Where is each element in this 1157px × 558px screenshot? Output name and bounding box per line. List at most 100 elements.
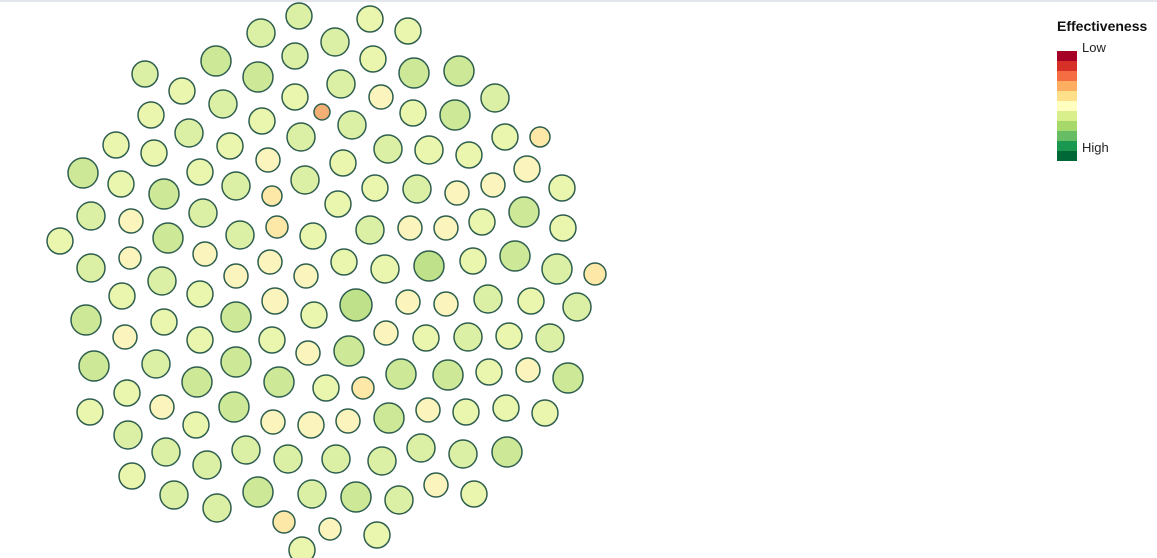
bubble-17[interactable] xyxy=(368,84,394,110)
bubble-126[interactable] xyxy=(531,399,559,427)
bubble-82[interactable] xyxy=(395,289,421,315)
bubble-117[interactable] xyxy=(76,398,104,426)
bubble-46[interactable] xyxy=(402,174,432,204)
bubble-44[interactable] xyxy=(290,165,320,195)
bubble-40[interactable] xyxy=(107,170,135,198)
bubble-27[interactable] xyxy=(337,110,367,140)
bubble-140[interactable] xyxy=(242,476,274,508)
bubble-8[interactable] xyxy=(320,27,350,57)
bubble-2[interactable] xyxy=(246,18,276,48)
bubble-107[interactable] xyxy=(475,358,503,386)
bubble-52[interactable] xyxy=(188,198,218,228)
bubble-56[interactable] xyxy=(46,227,74,255)
bubble-18[interactable] xyxy=(313,103,331,121)
bubble-145[interactable] xyxy=(460,480,488,508)
bubble-142[interactable] xyxy=(340,481,372,513)
bubble-16[interactable] xyxy=(326,69,356,99)
bubble-96[interactable] xyxy=(412,324,440,352)
bubble-76[interactable] xyxy=(583,262,607,286)
bubble-43[interactable] xyxy=(261,185,283,207)
bubble-94[interactable] xyxy=(258,326,286,354)
bubble-89[interactable] xyxy=(220,301,252,333)
bubble-10[interactable] xyxy=(398,57,430,89)
bubble-34[interactable] xyxy=(491,123,519,151)
bubble-5[interactable] xyxy=(200,45,232,77)
bubble-19[interactable] xyxy=(480,83,510,113)
bubble-57[interactable] xyxy=(152,222,184,254)
bubble-75[interactable] xyxy=(541,253,573,285)
bubble-55[interactable] xyxy=(265,215,289,239)
bubble-120[interactable] xyxy=(297,411,325,439)
bubble-13[interactable] xyxy=(168,77,196,105)
bubble-50[interactable] xyxy=(76,201,106,231)
bubble-84[interactable] xyxy=(473,284,503,314)
bubble-9[interactable] xyxy=(359,45,387,73)
bubble-66[interactable] xyxy=(118,246,142,270)
bubble-115[interactable] xyxy=(149,394,175,420)
bubble-42[interactable] xyxy=(221,171,251,201)
bubble-79[interactable] xyxy=(186,280,214,308)
bubble-101[interactable] xyxy=(141,349,171,379)
bubble-99[interactable] xyxy=(535,323,565,353)
bubble-83[interactable] xyxy=(433,291,459,317)
bubble-119[interactable] xyxy=(260,409,286,435)
bubble-1[interactable] xyxy=(285,2,313,30)
bubble-132[interactable] xyxy=(321,444,351,474)
bubble-53[interactable] xyxy=(324,190,352,218)
bubble-125[interactable] xyxy=(492,394,520,422)
bubble-65[interactable] xyxy=(76,253,106,283)
bubble-128[interactable] xyxy=(151,437,181,467)
bubble-110[interactable] xyxy=(113,379,141,407)
bubble-92[interactable] xyxy=(112,324,138,350)
bubble-20[interactable] xyxy=(137,101,165,129)
bubble-124[interactable] xyxy=(452,398,480,426)
bubble-58[interactable] xyxy=(225,220,255,250)
bubble-111[interactable] xyxy=(181,366,213,398)
bubble-80[interactable] xyxy=(223,263,249,289)
bubble-21[interactable] xyxy=(248,107,276,135)
bubble-39[interactable] xyxy=(513,155,541,183)
bubble-71[interactable] xyxy=(370,254,400,284)
bubble-102[interactable] xyxy=(220,346,252,378)
bubble-31[interactable] xyxy=(373,134,403,164)
bubble-149[interactable] xyxy=(288,536,316,558)
bubble-127[interactable] xyxy=(113,420,143,450)
bubble-105[interactable] xyxy=(385,358,417,390)
bubble-35[interactable] xyxy=(529,126,551,148)
bubble-137[interactable] xyxy=(118,462,146,490)
bubble-104[interactable] xyxy=(333,335,365,367)
bubble-131[interactable] xyxy=(273,444,303,474)
bubble-32[interactable] xyxy=(414,135,444,165)
bubble-59[interactable] xyxy=(299,222,327,250)
bubble-47[interactable] xyxy=(444,180,470,206)
bubble-51[interactable] xyxy=(118,208,144,234)
bubble-85[interactable] xyxy=(517,287,545,315)
bubble-112[interactable] xyxy=(263,366,295,398)
bubble-88[interactable] xyxy=(150,308,178,336)
bubble-30[interactable] xyxy=(255,147,281,173)
bubble-87[interactable] xyxy=(70,304,102,336)
bubble-136[interactable] xyxy=(491,436,523,468)
bubble-22[interactable] xyxy=(399,99,427,127)
bubble-54[interactable] xyxy=(508,196,540,228)
bubble-109[interactable] xyxy=(552,362,584,394)
bubble-69[interactable] xyxy=(293,263,319,289)
bubble-103[interactable] xyxy=(295,340,321,366)
bubble-3[interactable] xyxy=(356,5,384,33)
bubble-26[interactable] xyxy=(286,122,316,152)
bubble-6[interactable] xyxy=(131,60,159,88)
bubble-72[interactable] xyxy=(413,250,445,282)
bubble-68[interactable] xyxy=(257,249,283,275)
bubble-12[interactable] xyxy=(242,61,274,93)
bubble-78[interactable] xyxy=(147,266,177,296)
bubble-7[interactable] xyxy=(281,42,309,70)
bubble-23[interactable] xyxy=(439,99,471,131)
bubble-133[interactable] xyxy=(367,446,397,476)
bubble-77[interactable] xyxy=(108,282,136,310)
bubble-90[interactable] xyxy=(300,301,328,329)
bubble-130[interactable] xyxy=(231,435,261,465)
bubble-144[interactable] xyxy=(423,472,449,498)
bubble-113[interactable] xyxy=(312,374,340,402)
bubble-114[interactable] xyxy=(351,376,375,400)
bubble-138[interactable] xyxy=(159,480,189,510)
